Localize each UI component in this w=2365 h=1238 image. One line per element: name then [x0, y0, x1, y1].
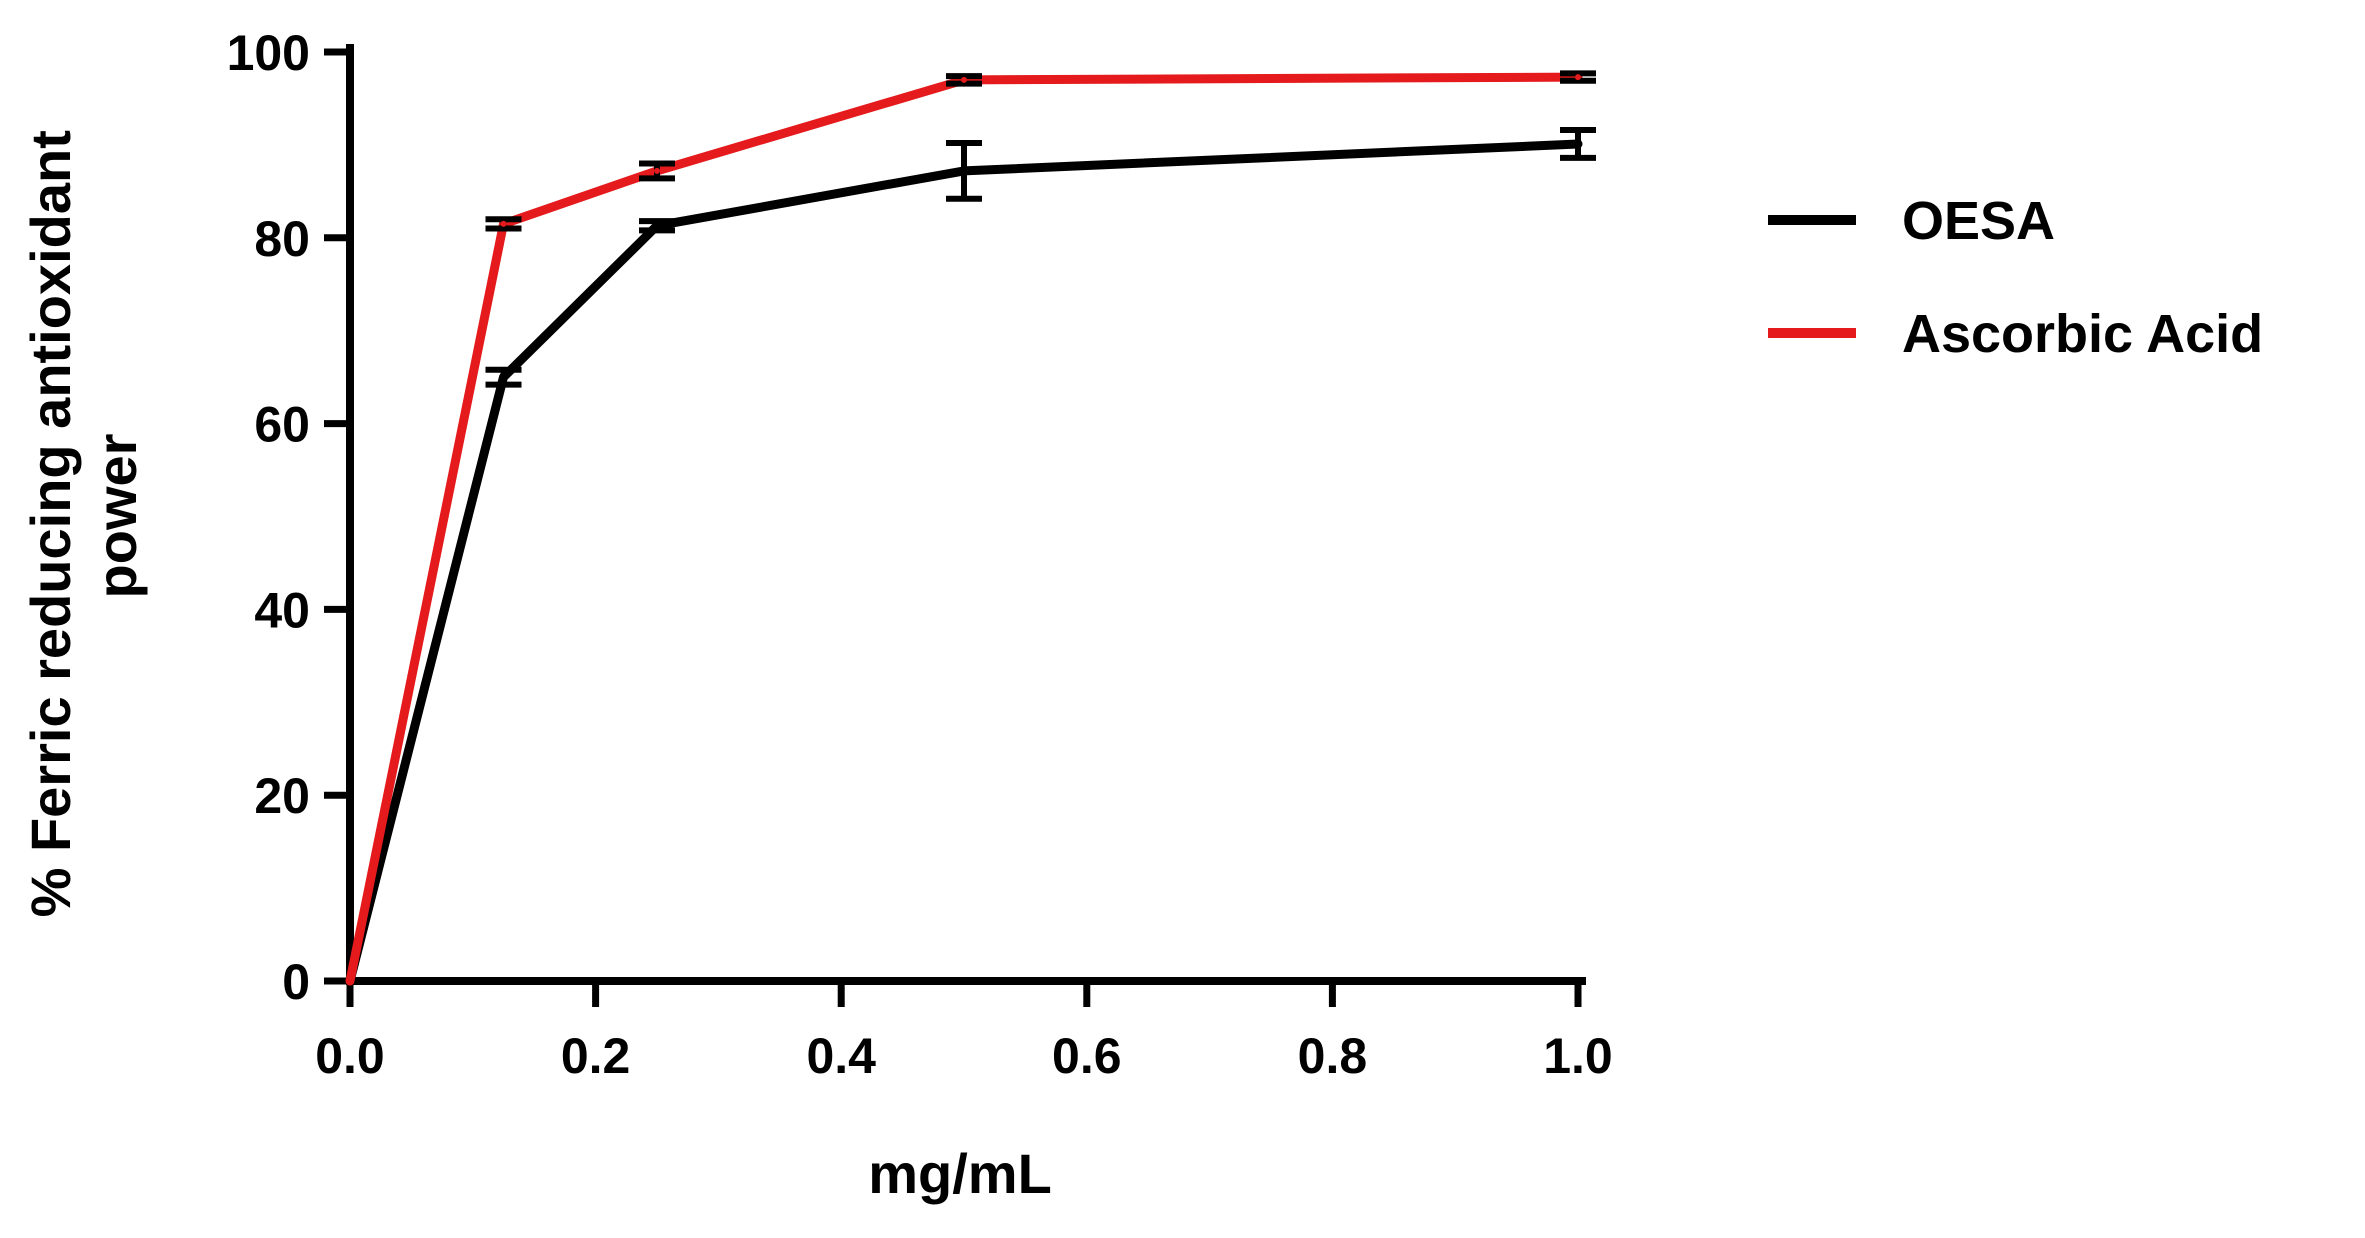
y-tick-label: 80	[254, 211, 310, 267]
y-tick-label: 60	[254, 397, 310, 453]
y-axis-title-line-2: power	[85, 434, 148, 599]
series-oesa	[345, 127, 1596, 986]
x-tick-label: 0.8	[1298, 1028, 1368, 1084]
x-tick-label: 0.6	[1052, 1028, 1122, 1084]
x-tick-label: 0.0	[315, 1028, 385, 1084]
data-point	[500, 374, 507, 381]
series-ascorbic-acid	[345, 70, 1596, 986]
x-tick-label: 0.2	[561, 1028, 631, 1084]
x-axis-title: mg/mL	[868, 1142, 1052, 1205]
legend-item: Ascorbic Acid	[1768, 304, 2263, 364]
error-bar	[946, 73, 982, 87]
y-tick-label: 100	[227, 25, 310, 81]
y-axis-title-line-1: % Ferric reducing antioxidant	[19, 130, 82, 917]
series-line	[345, 139, 1583, 986]
series-layer	[345, 70, 1596, 986]
y-tick-label: 20	[254, 768, 310, 824]
x-tick-label: 0.4	[806, 1028, 876, 1084]
y-tick-label: 0	[282, 954, 310, 1010]
data-point	[1575, 74, 1581, 81]
error-bar	[639, 160, 675, 182]
legend-label: OESA	[1902, 191, 2055, 251]
error-bar	[1560, 70, 1596, 84]
error-bar	[1560, 127, 1596, 161]
legend-label: Ascorbic Acid	[1902, 304, 2263, 364]
y-tick-label: 40	[254, 582, 310, 638]
error-bar	[485, 366, 522, 388]
axes: 0.0 0.2 0.4 0.6 0.8 1.0 0 20 40 60 80 100	[227, 25, 1613, 1084]
data-point	[500, 220, 507, 227]
data-point	[1575, 140, 1581, 147]
data-point	[961, 76, 967, 83]
series-line	[345, 72, 1583, 986]
data-point	[654, 167, 660, 174]
x-tick-label: 1.0	[1543, 1028, 1613, 1084]
data-point	[654, 222, 660, 229]
error-bar	[485, 216, 522, 232]
error-bar	[639, 218, 675, 234]
error-bar	[946, 140, 982, 202]
data-point	[961, 167, 967, 174]
legend-item: OESA	[1768, 191, 2055, 251]
y-axis-title: % Ferric reducing antioxidant power	[19, 115, 148, 918]
legend: OESA Ascorbic Acid	[1768, 191, 2263, 364]
